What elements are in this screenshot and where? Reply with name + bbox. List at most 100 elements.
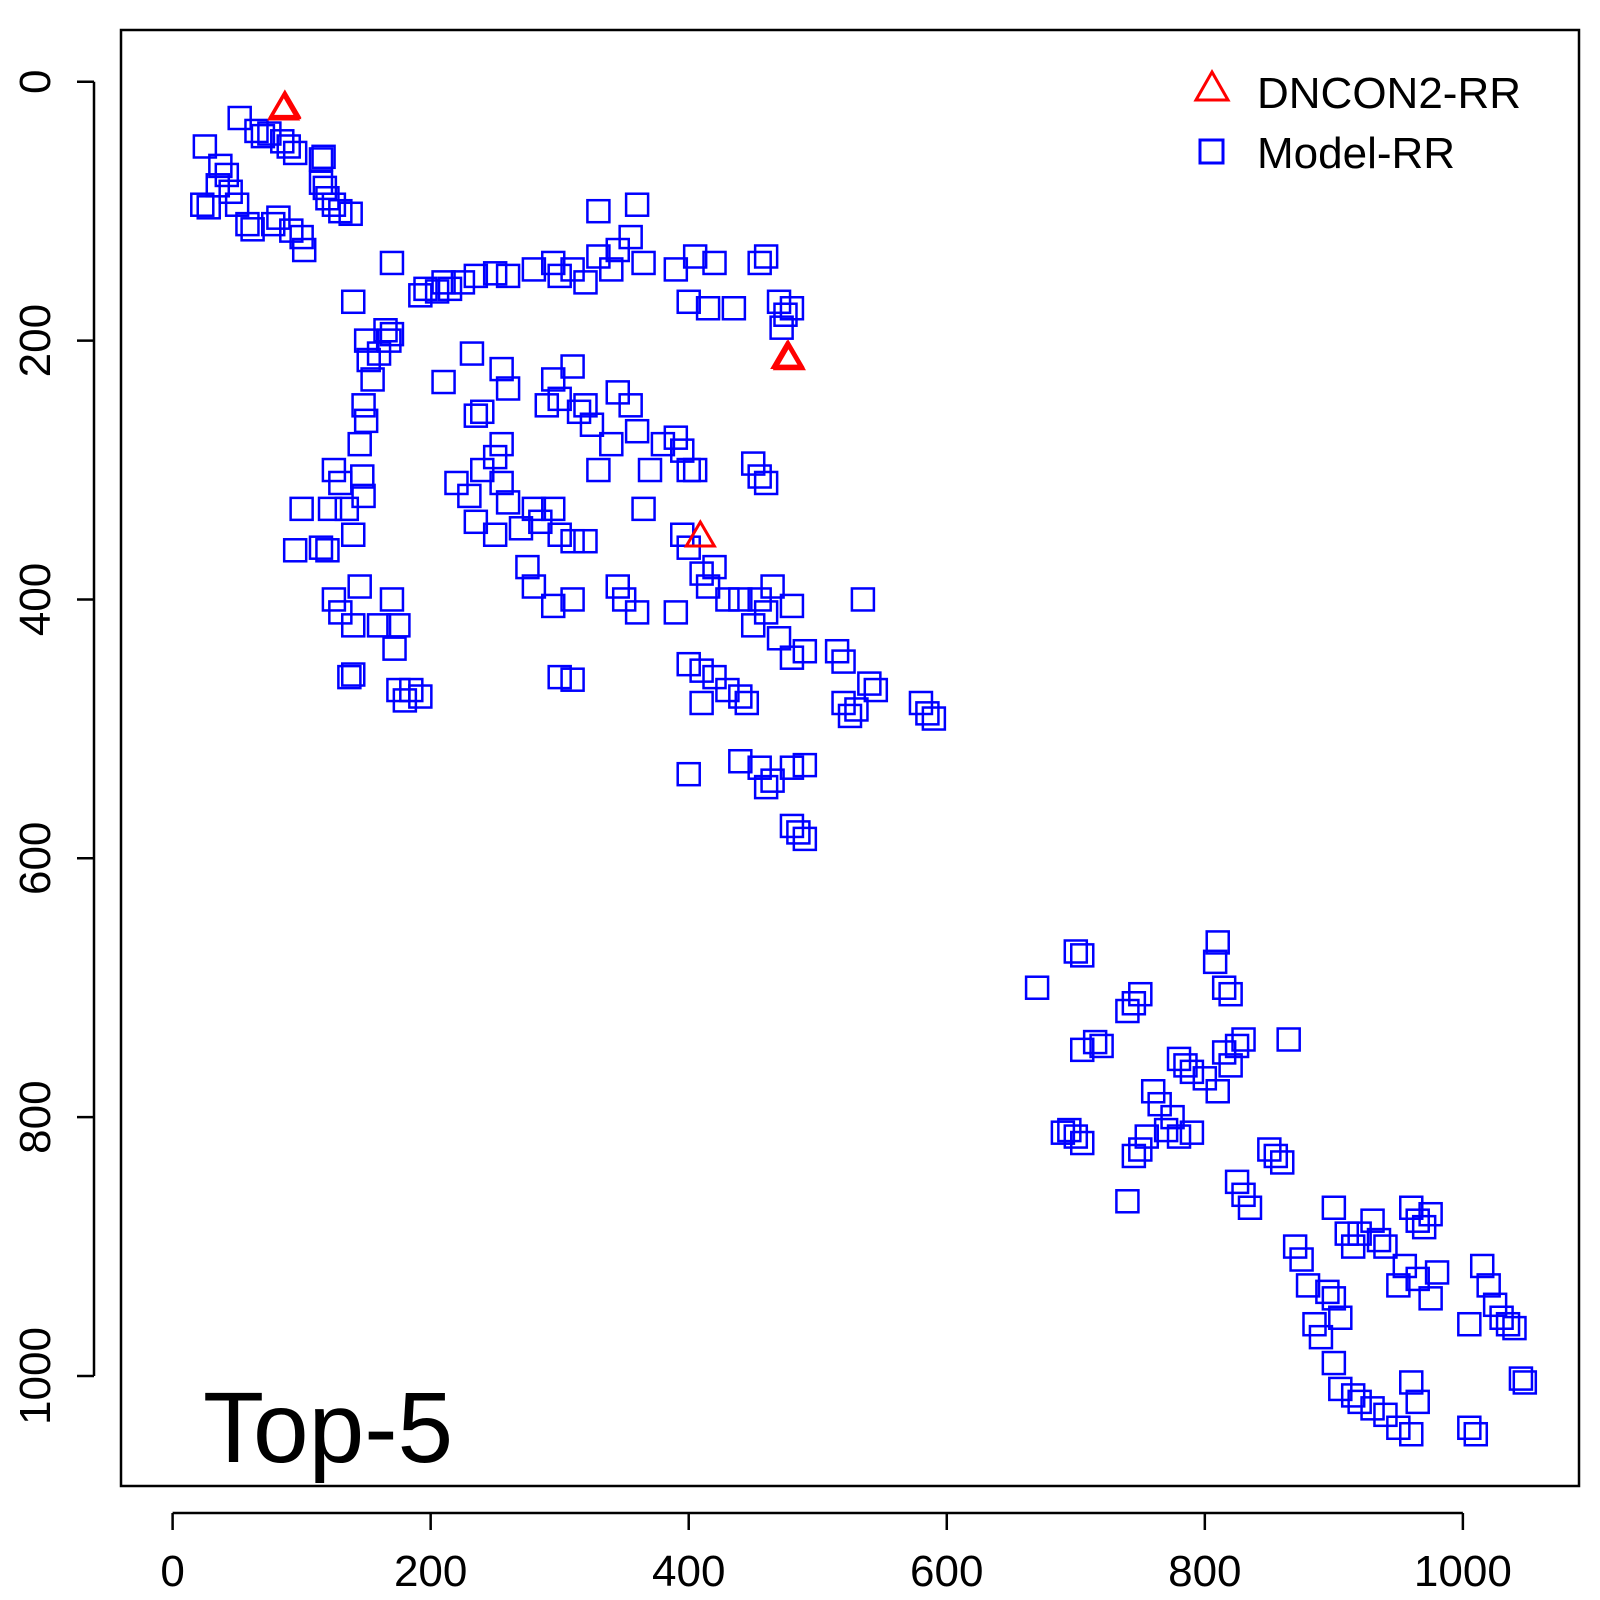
point-square xyxy=(1469,1253,1495,1279)
point-square xyxy=(766,289,792,315)
point-square xyxy=(1179,1120,1205,1145)
point-square xyxy=(386,613,411,638)
point-square xyxy=(1069,1130,1095,1156)
point-square xyxy=(366,613,392,638)
y-tick-label: 600 xyxy=(11,822,60,895)
point-square xyxy=(676,761,701,787)
point-square xyxy=(1334,1221,1360,1246)
point-square xyxy=(779,755,805,780)
point-square xyxy=(728,748,753,774)
point-square xyxy=(1173,1053,1198,1078)
point-square xyxy=(1166,1124,1192,1149)
point-square xyxy=(605,380,631,405)
point-square xyxy=(1202,949,1228,975)
y-tick-label: 0 xyxy=(11,70,60,94)
point-square xyxy=(1366,1227,1392,1253)
point-square xyxy=(266,205,291,230)
point-square xyxy=(1205,1079,1230,1104)
point-square xyxy=(540,496,566,522)
point-square xyxy=(753,774,779,800)
point-square xyxy=(1392,1253,1418,1279)
point-square xyxy=(1405,1389,1430,1415)
x-tick-label: 0 xyxy=(160,1547,184,1596)
point-square xyxy=(190,192,215,217)
point-square xyxy=(1128,1137,1153,1162)
point-square xyxy=(235,211,260,237)
point-square xyxy=(1115,1189,1140,1214)
x-tick-label: 400 xyxy=(652,1547,725,1596)
point-square xyxy=(1024,975,1050,1000)
point-square xyxy=(431,270,456,295)
point-square xyxy=(1463,1421,1489,1447)
point-square xyxy=(1057,1117,1082,1143)
legend-square-marker xyxy=(1198,138,1225,165)
point-square xyxy=(618,393,643,418)
point-square xyxy=(773,302,798,327)
point-square xyxy=(1089,1033,1114,1059)
point-square xyxy=(340,289,366,315)
point-square xyxy=(521,496,547,522)
point-square xyxy=(689,561,714,586)
point-square xyxy=(721,296,747,321)
point-triangle xyxy=(266,91,301,121)
point-square xyxy=(573,270,598,295)
point-square xyxy=(618,224,643,250)
point-square xyxy=(1405,1208,1430,1233)
point-square xyxy=(637,457,663,483)
point-square xyxy=(1321,1350,1347,1376)
point-square xyxy=(695,574,721,599)
point-square xyxy=(227,105,252,131)
point-square xyxy=(379,250,405,276)
point-square xyxy=(482,444,508,470)
point-square xyxy=(495,376,521,401)
point-square xyxy=(1321,1286,1347,1311)
point-square xyxy=(521,257,547,282)
point-square xyxy=(586,457,611,483)
x-axis: 0 200 400 600 800 1000 xyxy=(160,1511,1512,1596)
point-triangle xyxy=(683,519,717,548)
point-square xyxy=(670,438,695,463)
point-square xyxy=(1192,1066,1218,1091)
point-square xyxy=(379,321,405,347)
point-square xyxy=(1328,1305,1353,1331)
point-square xyxy=(1276,1027,1301,1052)
point-square xyxy=(1147,1091,1172,1117)
point-square xyxy=(605,237,631,263)
point-square xyxy=(560,354,585,379)
point-square xyxy=(566,399,592,425)
point-square xyxy=(747,587,772,612)
point-square xyxy=(1069,1037,1095,1063)
point-square xyxy=(457,483,482,509)
point-square xyxy=(1373,1402,1398,1428)
point-square xyxy=(676,651,701,677)
point-square xyxy=(334,496,360,522)
point-square xyxy=(482,522,508,547)
point-square xyxy=(676,289,701,315)
point-square xyxy=(1482,1292,1508,1318)
point-square xyxy=(540,593,566,619)
point-square xyxy=(321,457,347,483)
point-square xyxy=(1386,1273,1411,1298)
point-square xyxy=(311,144,336,170)
point-square xyxy=(1121,991,1147,1016)
point-square xyxy=(1205,930,1230,955)
point-square xyxy=(1231,1182,1256,1208)
point-square xyxy=(715,587,740,612)
point-square xyxy=(586,244,611,269)
point-square xyxy=(702,664,727,690)
point-square xyxy=(1289,1247,1314,1272)
point-triangle xyxy=(772,341,806,371)
point-square xyxy=(863,677,889,703)
point-square xyxy=(1328,1376,1353,1402)
point-square xyxy=(244,118,269,144)
point-square xyxy=(282,538,308,563)
point-square xyxy=(214,162,240,188)
point-square xyxy=(547,386,572,412)
point-square xyxy=(624,192,650,217)
point-square xyxy=(291,237,317,263)
point-square xyxy=(1399,1370,1424,1395)
point-square xyxy=(328,470,353,496)
point-square xyxy=(573,528,598,554)
y-axis: 0 200 400 600 800 1000 xyxy=(11,70,96,1425)
point-square xyxy=(663,257,689,282)
